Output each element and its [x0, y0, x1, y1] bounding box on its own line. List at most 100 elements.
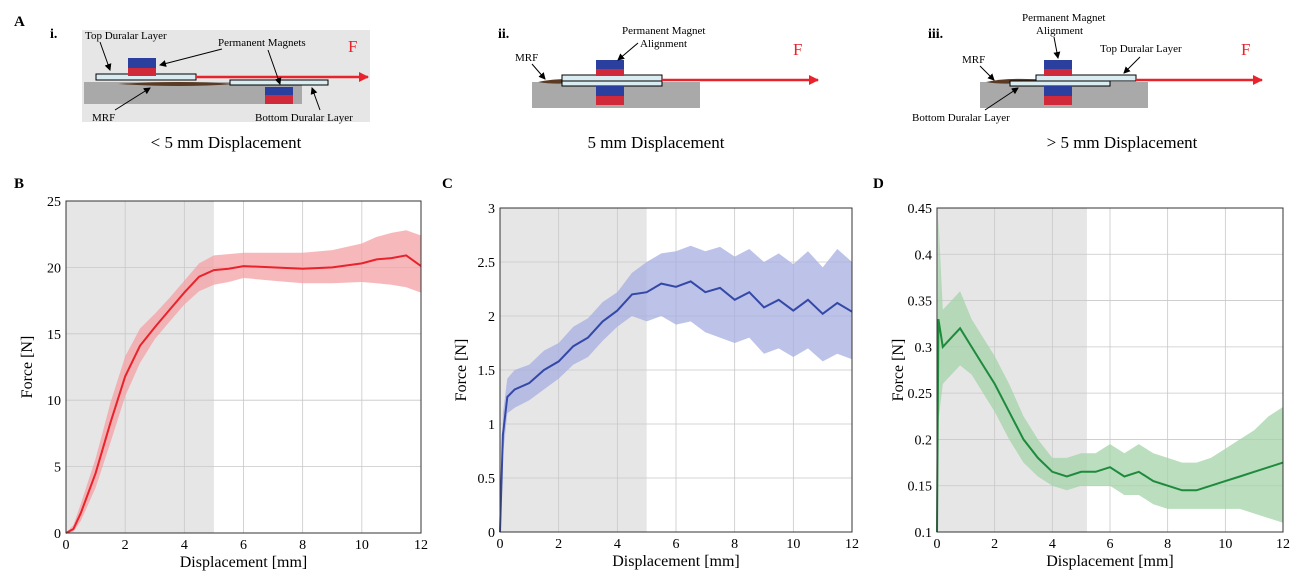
chart-b-ytick-1: 5: [54, 461, 61, 476]
schematic-iii-mrf-pointer: [979, 65, 995, 81]
chart-b-xtick-3: 6: [240, 538, 247, 553]
chart-d-xtick-5: 10: [1218, 537, 1232, 552]
panel-letter-c: C: [442, 176, 453, 192]
schematic-i-magnet-bottom-s: [265, 95, 293, 104]
schematic-ii-magnet-bottom-n: [596, 86, 624, 96]
chart-b-ylabel: Force [N]: [19, 336, 36, 399]
schematic-i-bottom-layer-label: Bottom Duralar Layer: [255, 112, 353, 124]
chart-c-xtick-5: 10: [786, 537, 800, 552]
schematic-ii-mrf-label: MRF: [515, 52, 538, 64]
panel-letter-a: A: [14, 14, 25, 30]
chart-c-mean-line-0: [499, 280, 853, 533]
chart-force-b: 0 2 4 6 8 10 12 0 5 10 15 20 25 Displacement [mm] Forc…: [19, 195, 428, 571]
chart-d-ytick-7: 0.45: [908, 202, 933, 217]
schematic-ii-force-label: F: [793, 40, 802, 59]
schematic-ii-mrf-pointer: [531, 63, 546, 80]
chart-d-ytick-5: 0.35: [908, 295, 933, 310]
schematic-iii-caption: > 5 mm Displacement: [1047, 133, 1198, 152]
schematic-ii-numeral: ii.: [498, 27, 509, 42]
schematic-i-top-layer-pointer: [99, 41, 112, 71]
schematic-iii-mrf-label: MRF: [962, 54, 985, 66]
chart-b-xtick-2: 4: [181, 538, 188, 553]
schematic-iii-force-label: F: [1241, 40, 1250, 59]
chart-force-c: 0 2 4 6 8 10 12 0 0.5 1 1.5 2 2.5 3 Displacement [mm] F…: [453, 202, 859, 570]
chart-d-xtick-1: 2: [991, 537, 998, 552]
chart-d-frame: [936, 207, 1284, 533]
chart-c-xtick-2: 4: [614, 537, 621, 552]
schematic-i-caption: < 5 mm Displacement: [151, 133, 302, 152]
schematic-i-magnets-pointer-a: [159, 48, 223, 67]
chart-c-frame: [499, 207, 853, 533]
schematic-ii-magnet-label-line1: Permanent Magnet: [622, 25, 705, 37]
schematic-iii-magnet-pointer: [1053, 36, 1061, 59]
chart-c-ytick-6: 3: [488, 202, 495, 217]
chart-b-ytick-3: 15: [47, 328, 61, 343]
chart-d-band-0: [937, 217, 1283, 533]
schematic-iii: iii. F Permanent Magnet Alignment Top Du…: [912, 12, 1263, 152]
chart-d-ylabel: Force [N]: [890, 339, 907, 402]
chart-c-ytick-3: 1.5: [478, 364, 496, 379]
chart-b-xtick-5: 10: [355, 538, 369, 553]
chart-b-xtick-4: 8: [299, 538, 306, 553]
schematic-i-numeral: i.: [50, 27, 57, 42]
chart-d-xtick-2: 4: [1049, 537, 1056, 552]
chart-b-xtick-1: 2: [122, 538, 129, 553]
chart-d-xtick-0: 0: [934, 537, 941, 552]
chart-c-ylabel: Force [N]: [453, 339, 470, 402]
chart-c-xlabel: Displacement [mm]: [612, 553, 740, 570]
schematic-iii-magnet-bottom-n: [1044, 86, 1072, 96]
schematic-i-base: [84, 82, 302, 104]
schematic-ii-magnet-pointer: [617, 42, 639, 61]
schematic-ii-magnet-top-n: [596, 60, 624, 69]
schematic-iii-top-layer-label: Top Duralar Layer: [1100, 43, 1182, 55]
chart-d-xtick-6: 12: [1276, 537, 1290, 552]
schematic-ii-caption: 5 mm Displacement: [588, 133, 725, 152]
schematic-i-force-label: F: [348, 37, 357, 56]
chart-d-mean-line-0: [936, 318, 1284, 533]
chart-b-xlabel: Displacement [mm]: [180, 554, 308, 571]
schematic-i-magnet-bottom-n: [265, 87, 293, 95]
chart-c-xtick-4: 8: [731, 537, 738, 552]
chart-d-xtick-4: 8: [1164, 537, 1171, 552]
chart-c-ytick-4: 2: [488, 310, 495, 325]
schematic-iii-bottom-layer-pointer: [984, 87, 1019, 111]
chart-c-xtick-3: 6: [673, 537, 680, 552]
chart-b-frame: [65, 200, 422, 534]
schematic-ii-magnet-top-s: [596, 69, 624, 76]
schematic-iii-magnet-top-s: [1044, 69, 1072, 76]
panel-letter-b: B: [14, 176, 24, 192]
chart-b-mean-line-0: [65, 254, 422, 534]
schematic-ii-magnet-bottom-s: [596, 96, 624, 105]
chart-c-ytick-2: 1: [488, 418, 495, 433]
chart-b-ytick-0: 0: [54, 527, 61, 542]
chart-c-ytick-1: 0.5: [478, 472, 496, 487]
chart-d-ytick-2: 0.2: [915, 433, 933, 448]
chart-d-ytick-1: 0.15: [908, 480, 933, 495]
panel-letter-d: D: [873, 176, 884, 192]
chart-b-ytick-5: 25: [47, 195, 61, 210]
schematic-i-magnet-top-n: [128, 58, 156, 68]
chart-c-band-0: [500, 245, 852, 533]
schematic-ii: ii. F Permanent Magnet Alignment MRF 5 m…: [498, 25, 819, 152]
schematic-i-mrf-pointer: [114, 87, 151, 111]
chart-d-xlabel: Displacement [mm]: [1046, 553, 1174, 570]
chart-d-xtick-3: 6: [1107, 537, 1114, 552]
schematic-i-magnet-top-s: [128, 68, 156, 76]
schematic-ii-magnet-label-line2: Alignment: [640, 38, 687, 50]
chart-c-xtick-0: 0: [497, 537, 504, 552]
schematic-i-bottom-layer-pointer: [310, 87, 321, 111]
schematic-iii-magnet-bottom-s: [1044, 96, 1072, 105]
chart-d-ytick-4: 0.3: [915, 341, 933, 356]
chart-c-xtick-6: 12: [845, 537, 859, 552]
schematic-iii-magnet-label-line1: Permanent Magnet: [1022, 12, 1105, 24]
schematic-i: i. F Top Duralar Layer Permanent Magnets…: [50, 27, 370, 152]
schematic-i-top-layer-label: Top Duralar Layer: [85, 30, 167, 42]
chart-b-xtick-6: 12: [414, 538, 428, 553]
chart-c-ytick-5: 2.5: [478, 256, 496, 271]
chart-c-xtick-1: 2: [555, 537, 562, 552]
chart-b-ytick-4: 20: [47, 261, 61, 276]
chart-d-ytick-6: 0.4: [915, 248, 933, 263]
schematic-i-magnets-pointer-b: [267, 49, 282, 85]
schematic-iii-magnet-label-line2: Alignment: [1036, 25, 1083, 37]
